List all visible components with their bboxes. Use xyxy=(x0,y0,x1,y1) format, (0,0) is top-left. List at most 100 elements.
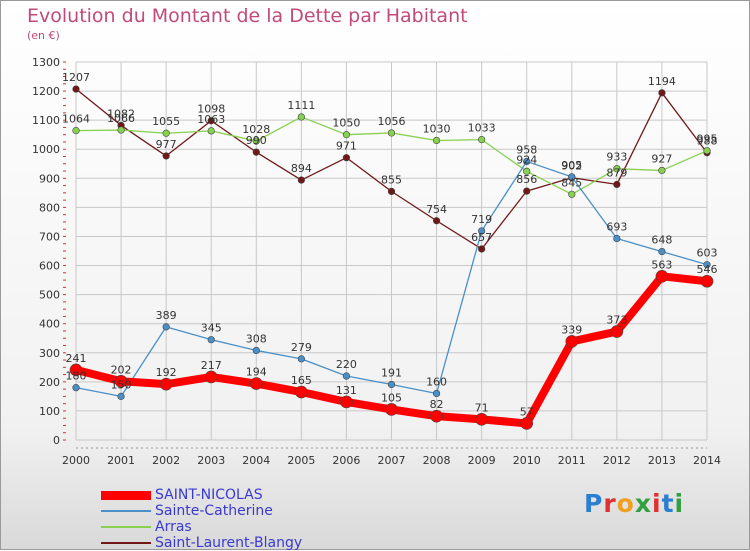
data-label-1: 308 xyxy=(246,332,267,345)
data-label-0: 563 xyxy=(651,258,672,271)
data-label-3: 1082 xyxy=(107,107,135,120)
series-point-0 xyxy=(520,417,534,430)
series-point-3 xyxy=(613,180,621,189)
legend-swatch xyxy=(101,490,151,500)
logo-letter: i xyxy=(652,489,662,518)
series-point-0 xyxy=(295,385,308,399)
data-label-0: 202 xyxy=(111,363,132,376)
legend-swatch xyxy=(101,526,151,528)
series-point-1 xyxy=(207,336,215,344)
series-point-3 xyxy=(658,89,666,97)
y-tick-label: 600 xyxy=(39,260,60,273)
x-tick-label: 2003 xyxy=(197,454,225,467)
x-tick-label: 2010 xyxy=(513,454,541,467)
series-point-1 xyxy=(117,392,125,400)
data-label-0: 131 xyxy=(336,384,357,397)
y-tick-label: 300 xyxy=(39,347,60,360)
series-point-1 xyxy=(252,346,260,355)
series-point-0 xyxy=(565,335,579,348)
x-tick-label: 2009 xyxy=(468,454,496,467)
legend-swatch xyxy=(101,510,151,512)
data-label-0: 57 xyxy=(520,405,534,418)
data-labels: 241 202 192 217 194 165 131 105 82 71 57 339 373 563 5… xyxy=(62,71,718,418)
series-point-2 xyxy=(72,127,80,135)
data-label-2: 1050 xyxy=(332,117,360,130)
data-label-2: 924 xyxy=(516,153,537,166)
data-label-1: 345 xyxy=(201,322,222,335)
data-label-0: 546 xyxy=(697,263,718,276)
logo-letter: i xyxy=(674,489,685,518)
data-label-0: 241 xyxy=(66,352,87,365)
x-tick-label: 2012 xyxy=(603,454,631,467)
proxiti-logo: Proxiti xyxy=(584,489,684,518)
y-tick-label: 900 xyxy=(39,172,60,185)
x-tick-label: 2004 xyxy=(242,454,270,467)
data-label-1: 389 xyxy=(156,309,177,322)
data-label-3: 988 xyxy=(697,135,718,148)
data-label-0: 339 xyxy=(561,323,582,336)
data-label-3: 754 xyxy=(426,203,447,216)
series-point-0 xyxy=(69,363,83,377)
legend-label: Saint-Laurent-Blangy xyxy=(155,535,303,551)
series-layer xyxy=(69,85,714,430)
series-point-1 xyxy=(342,372,351,380)
data-label-0: 192 xyxy=(156,366,177,379)
series-point-1 xyxy=(523,157,531,166)
series-point-3 xyxy=(252,148,260,156)
data-label-1: 958 xyxy=(516,143,537,156)
grid xyxy=(75,61,708,441)
y-tick-label: 1200 xyxy=(32,85,60,98)
data-label-2: 1066 xyxy=(107,112,135,125)
logo-letter: r xyxy=(603,489,617,518)
series-point-2 xyxy=(117,126,125,134)
y-tick-label: 100 xyxy=(39,405,60,418)
data-label-1: 150 xyxy=(111,378,132,391)
data-label-3: 971 xyxy=(336,140,357,153)
series-point-2 xyxy=(523,167,531,175)
data-label-2: 1056 xyxy=(378,115,406,128)
axes: 0 100 200 300 400 500 600 700 800 900 1000 1100 1200… xyxy=(32,56,721,467)
legend-label: SAINT-NICOLAS xyxy=(155,487,263,503)
chart-title: Evolution du Montant de la Dette par Hab… xyxy=(27,5,468,27)
series-point-2 xyxy=(342,131,351,139)
x-tick-label: 2006 xyxy=(332,454,360,467)
x-tick-label: 2013 xyxy=(648,454,676,467)
data-label-0: 82 xyxy=(430,398,444,411)
series-point-0 xyxy=(114,374,128,388)
series-point-3 xyxy=(72,85,80,93)
series-point-2 xyxy=(658,166,666,175)
series-point-3 xyxy=(297,176,305,184)
series-point-2 xyxy=(387,129,396,137)
series-point-2 xyxy=(432,136,441,145)
data-label-1: 603 xyxy=(697,247,718,260)
logo-letter: o xyxy=(616,489,635,518)
data-label-1: 905 xyxy=(561,159,582,172)
series-point-2 xyxy=(478,136,486,144)
data-label-1: 191 xyxy=(381,366,402,379)
series-point-1 xyxy=(387,380,396,389)
legend-label: Arras xyxy=(155,519,192,535)
data-label-1: 180 xyxy=(66,370,87,383)
data-label-1: 693 xyxy=(606,220,627,233)
data-label-2: 1033 xyxy=(468,122,496,135)
data-label-3: 977 xyxy=(156,138,177,151)
series-point-1 xyxy=(478,227,486,235)
series-point-0 xyxy=(340,395,353,409)
legend-label: Sainte-Catherine xyxy=(155,503,273,519)
data-label-0: 165 xyxy=(291,374,312,387)
x-tick-label: 2000 xyxy=(62,454,90,467)
x-tick-label: 2005 xyxy=(287,454,315,467)
series-point-0 xyxy=(249,377,263,390)
logo-letter: t xyxy=(661,489,675,518)
legend-swatch xyxy=(101,542,151,544)
y-tick-label: 500 xyxy=(39,289,60,302)
x-tick-label: 2007 xyxy=(378,454,406,467)
series-point-2 xyxy=(162,129,170,137)
series-point-3 xyxy=(478,245,486,253)
y-tick-label: 400 xyxy=(39,318,60,331)
series-point-0 xyxy=(204,370,218,384)
data-label-3: 1194 xyxy=(648,75,676,88)
series-point-0 xyxy=(385,403,398,416)
series-point-0 xyxy=(655,269,669,283)
